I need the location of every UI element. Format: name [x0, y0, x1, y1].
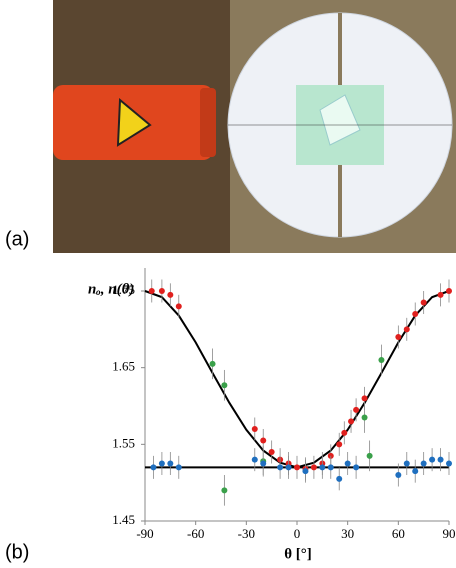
data-point — [353, 464, 360, 471]
data-point — [353, 406, 360, 413]
data-point — [260, 460, 267, 467]
data-point — [221, 382, 228, 389]
data-point — [420, 460, 427, 467]
photo — [53, 0, 456, 253]
data-point — [429, 456, 436, 463]
data-point — [341, 429, 348, 436]
data-point — [327, 464, 334, 471]
data-point — [319, 464, 326, 471]
data-point — [158, 460, 165, 467]
panel-label: (b) — [5, 541, 29, 563]
data-point — [302, 468, 309, 475]
y-tick-label: 1.55 — [112, 435, 135, 450]
data-point — [336, 475, 343, 482]
plot-area: 1.45 1.55 1.65 1.75 -90 -60 -30 0 30 60 90 — [112, 268, 456, 541]
data-point — [403, 460, 410, 467]
data-point — [395, 334, 402, 340]
data-point — [446, 460, 452, 467]
data-point — [378, 357, 385, 363]
y-tick-label: 1.65 — [112, 359, 135, 374]
data-point — [395, 472, 402, 478]
data-point — [251, 426, 258, 432]
data-point — [437, 291, 444, 298]
x-tick-label: -30 — [238, 526, 255, 541]
y-tick-label: 1.75 — [112, 282, 135, 297]
data-point — [150, 464, 157, 471]
data-point — [403, 326, 410, 333]
data-point — [221, 487, 228, 494]
x-tick-label: 60 — [392, 526, 405, 541]
data-point — [294, 464, 300, 471]
data-point — [420, 299, 427, 306]
data-point — [148, 288, 155, 294]
data-point — [251, 456, 258, 463]
data-point — [277, 464, 284, 471]
x-tick-label: 0 — [294, 526, 301, 541]
y-axis-title: nₒ, n(θ) — [88, 281, 134, 297]
data-point — [344, 460, 351, 467]
panel-label: (a) — [5, 228, 29, 250]
x-tick-label: 30 — [341, 526, 354, 541]
x-tick-label: 90 — [443, 526, 456, 541]
data-point — [361, 414, 368, 421]
data-point — [268, 449, 275, 455]
data-point — [446, 288, 452, 294]
x-axis-title: θ [°] — [284, 546, 312, 562]
y-tick-label: 1.45 — [112, 512, 135, 527]
data-point — [209, 360, 216, 367]
data-point — [336, 441, 343, 448]
data-point — [366, 452, 373, 459]
data-point — [175, 303, 182, 310]
data-point — [175, 464, 182, 471]
x-tick-label: -60 — [187, 526, 204, 541]
data-point — [310, 464, 317, 471]
data-point — [348, 418, 355, 425]
x-tick-label: -90 — [136, 526, 153, 541]
data-point — [361, 395, 368, 402]
data-point — [412, 311, 419, 317]
data-point — [285, 464, 292, 471]
data-point — [158, 288, 165, 294]
data-point — [437, 456, 444, 463]
data-point — [167, 291, 174, 298]
data-point — [412, 468, 419, 475]
data-point — [167, 460, 174, 467]
fit-curve — [144, 290, 450, 469]
data-point — [260, 437, 267, 444]
